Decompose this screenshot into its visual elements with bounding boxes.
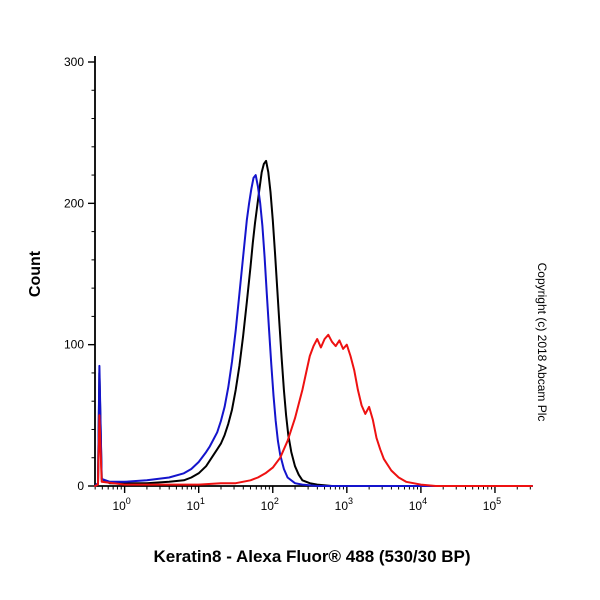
curve-unlabelled-control-black xyxy=(94,159,533,487)
y-axis-label: Count xyxy=(27,250,44,298)
y-tick-label: 200 xyxy=(64,196,84,210)
x-tick-label: 100 xyxy=(112,496,130,513)
copyright-text: Copyright (c) 2018 Abcam Plc xyxy=(535,262,549,422)
x-tick-label: 104 xyxy=(409,496,427,513)
x-tick-label: 105 xyxy=(483,496,501,513)
x-tick-label: 103 xyxy=(335,496,353,513)
x-tick-label: 102 xyxy=(261,496,279,513)
y-tick-label: 100 xyxy=(64,338,84,352)
curve-isotype-control-blue xyxy=(94,174,533,487)
x-tick-label: 101 xyxy=(187,496,205,513)
x-axis-title: Keratin8 - Alexa Fluor® 488 (530/30 BP) xyxy=(153,547,471,566)
y-tick-label: 0 xyxy=(77,479,84,493)
y-tick-label: 300 xyxy=(64,55,84,69)
curve-keratin8-stained-red xyxy=(94,333,533,487)
